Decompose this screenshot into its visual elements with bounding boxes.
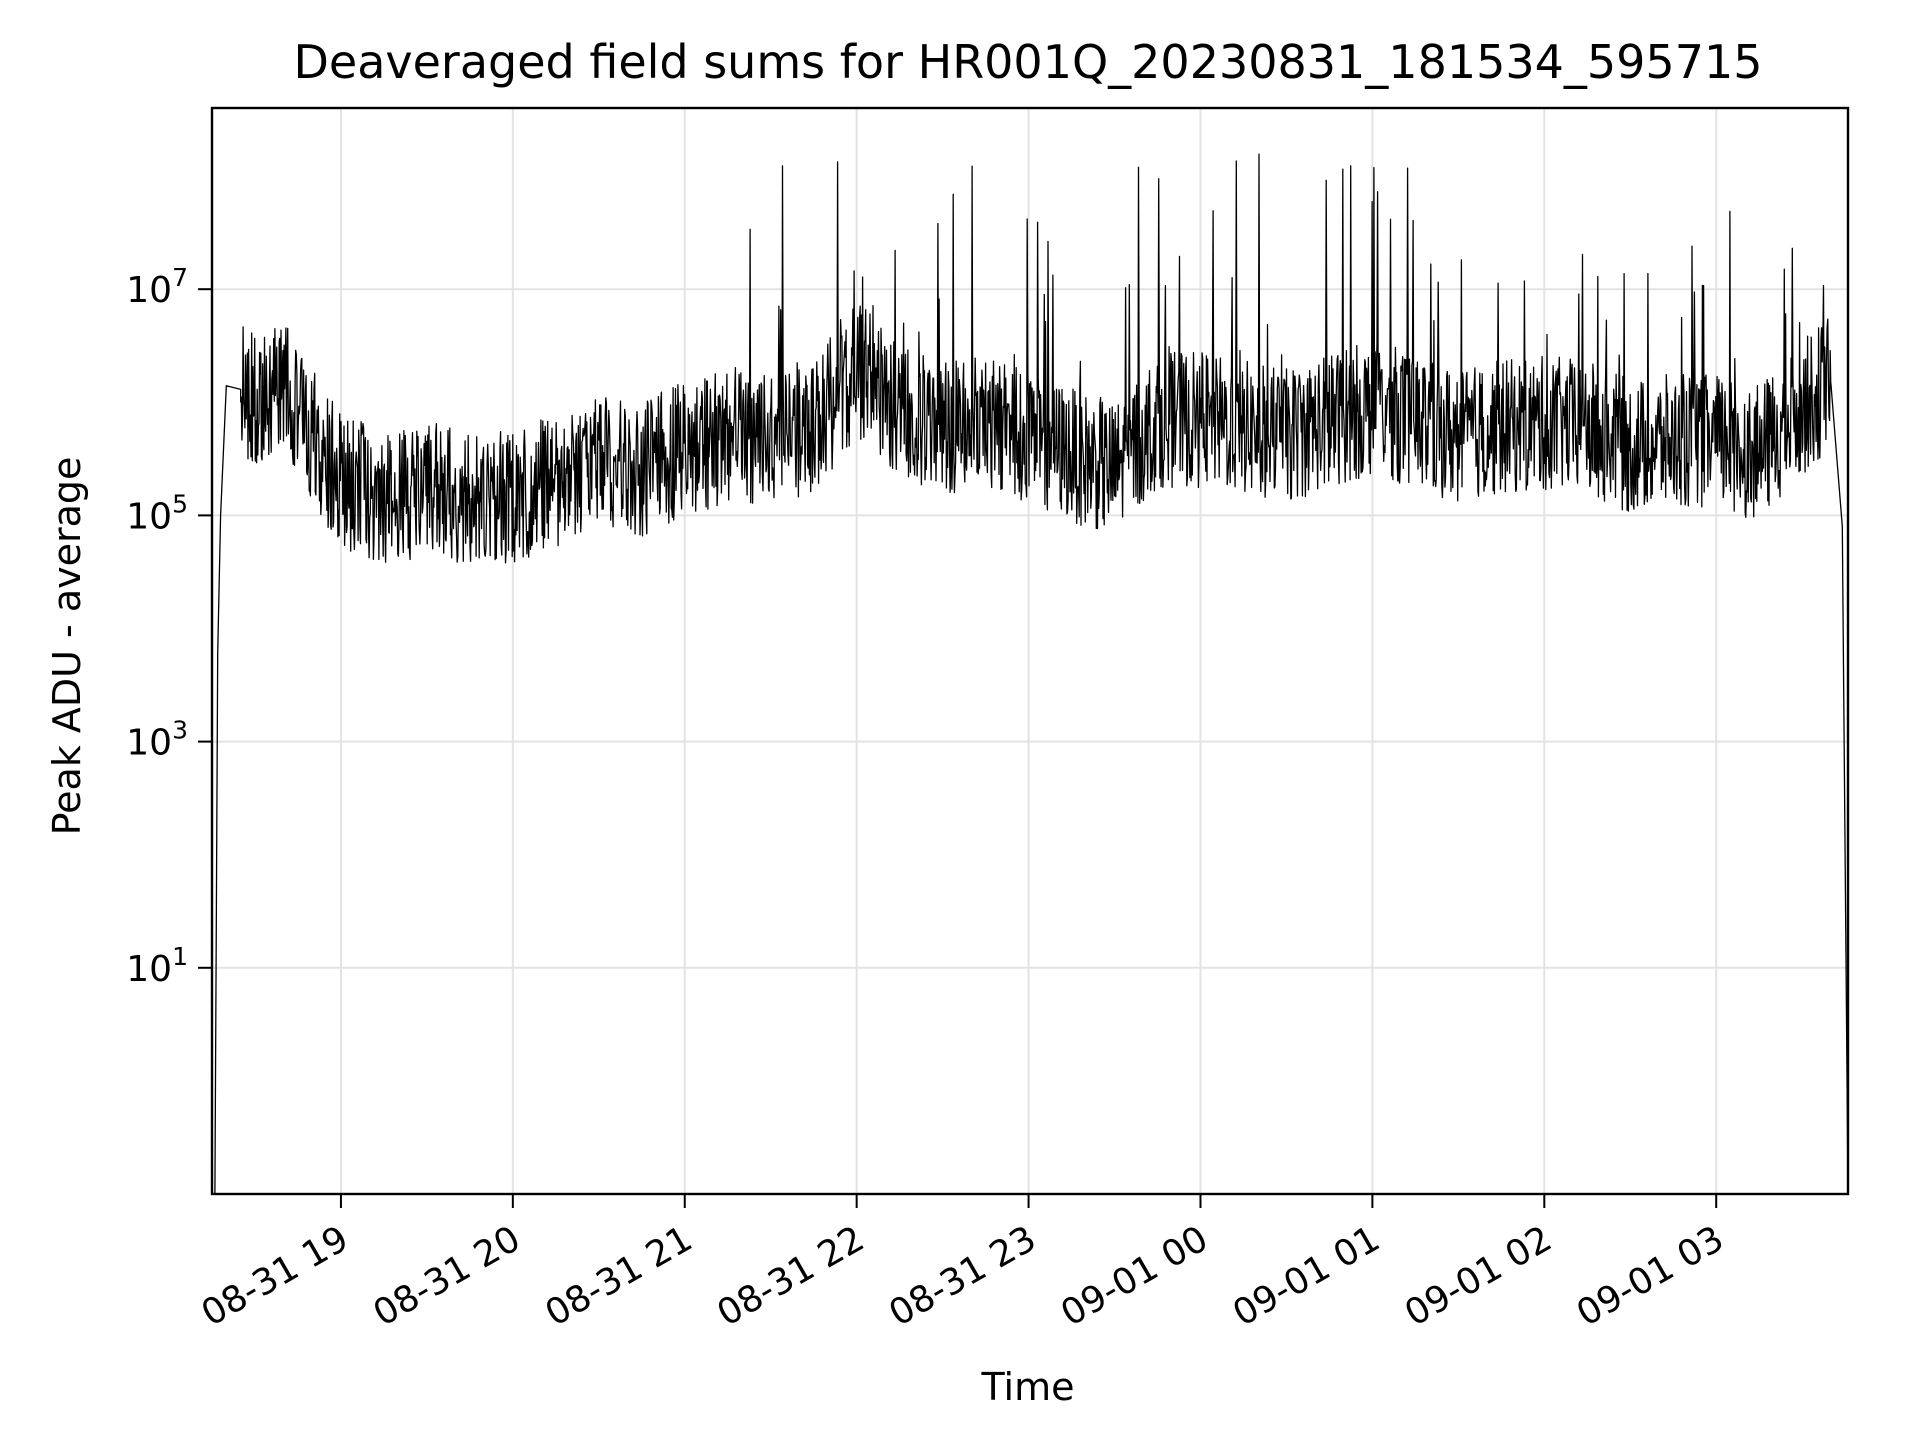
x-tick-label: 09-01 03 [1570,1218,1731,1334]
y-tick-label: 103 [126,716,188,764]
y-axis-label: Peak ADU - average [45,457,89,836]
grid-lines [212,108,1848,1194]
x-axis: 08-31 19 08-31 20 08-31 21 08-31 22 08-31 23… [195,1194,1731,1335]
y-axis: 101 103 105 107 [126,263,212,990]
plot-frame [210,106,1850,1196]
x-tick-label: 08-31 19 [195,1218,356,1334]
chart-title: Deaveraged field sums for HR001Q_2023083… [293,35,1762,89]
x-tick-label: 08-31 21 [539,1218,700,1334]
x-axis-label: Time [981,1365,1075,1409]
y-tick-label: 101 [126,942,188,990]
y-tick-label: 105 [126,489,188,537]
x-tick-label: 09-01 02 [1398,1218,1559,1334]
y-tick-label: 107 [126,263,188,311]
data-series [214,153,1849,1195]
x-tick-label: 09-01 01 [1226,1218,1387,1334]
x-tick-label: 08-31 22 [710,1218,871,1334]
x-tick-label: 08-31 23 [882,1218,1043,1334]
series-line [214,153,1849,1195]
x-tick-label: 08-31 20 [367,1218,528,1334]
x-tick-label: 09-01 00 [1054,1218,1215,1334]
